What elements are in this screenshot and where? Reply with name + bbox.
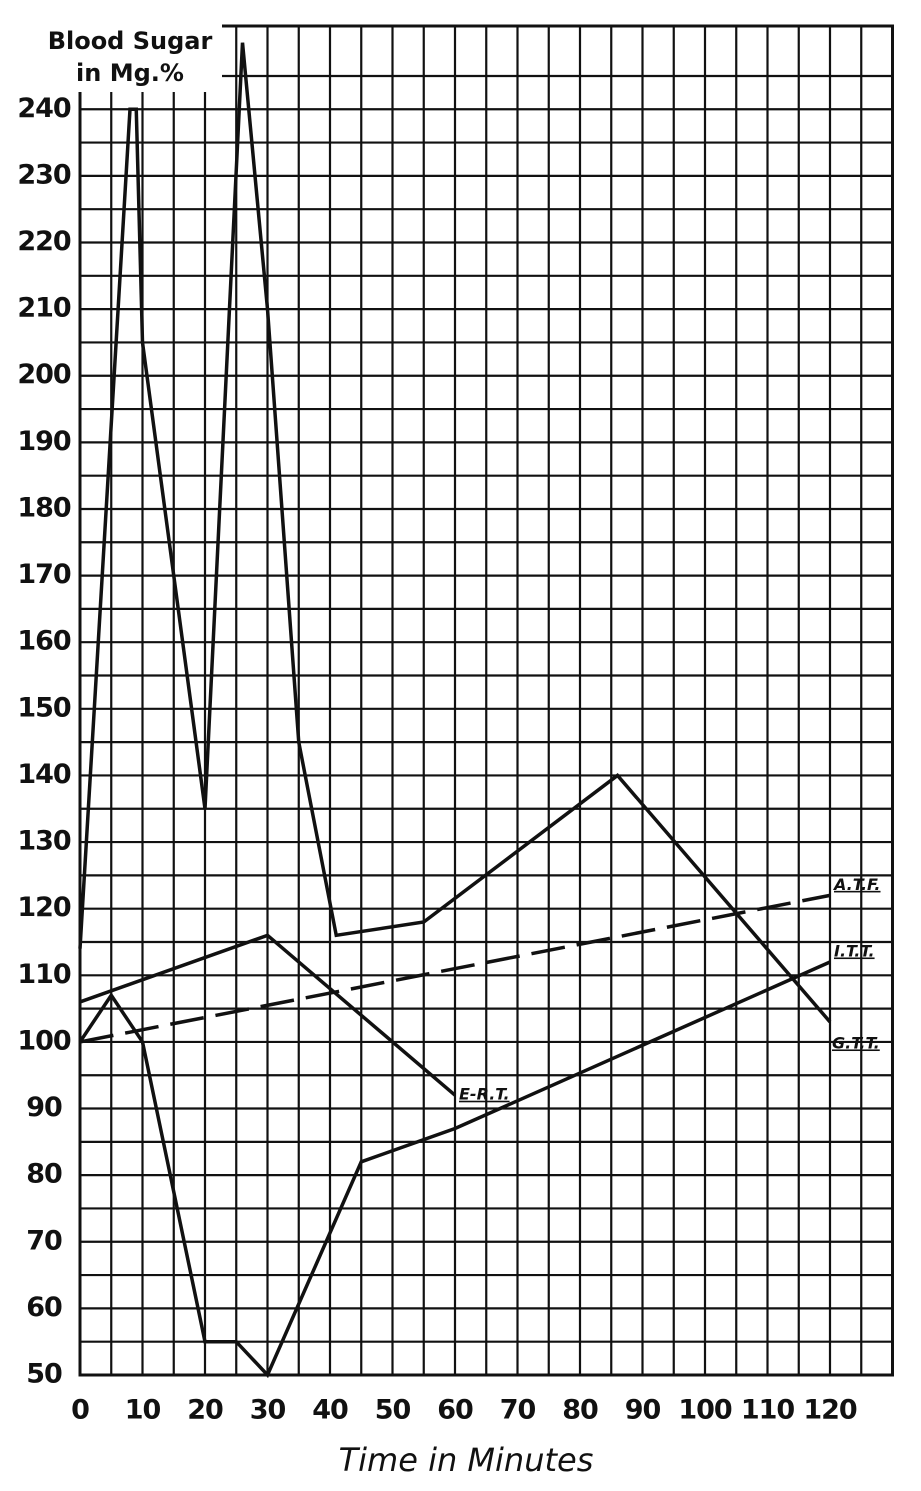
x-axis-title: Time in Minutes [339,1441,594,1479]
series-label: A.T.F. [832,875,881,894]
y-tick-label: 160 [17,626,71,657]
x-tick-label: 70 [500,1395,536,1426]
series-line [78,42,832,1024]
series-label: I.T.T. [834,941,875,960]
y-tick-label: 170 [17,559,71,590]
y-tick-label: 230 [17,159,71,190]
x-tick-label: 80 [562,1395,598,1426]
y-tick-label: 70 [26,1225,62,1256]
x-tick-label: 100 [678,1395,732,1426]
y-tick-label: 80 [26,1159,62,1190]
y-tick-label: 60 [26,1292,62,1323]
x-tick-label: 0 [71,1395,89,1426]
y-tick-label: 180 [17,492,71,523]
y-tick-label: 100 [17,1025,71,1056]
x-tick-label: 40 [312,1395,348,1426]
x-tick-label: 110 [741,1395,795,1426]
y-tick-label: 210 [17,293,71,324]
x-tick-label: 120 [803,1395,857,1426]
label-backdrop [40,24,222,92]
y-tick-label: 90 [26,1092,62,1123]
y-tick-label: 120 [17,892,71,923]
y-axis-title: in Mg.% [76,59,184,87]
series-line [79,933,457,1097]
grid [78,24,894,1377]
series-label: G.T.T. [832,1033,880,1052]
plot-lines [78,42,832,1379]
y-tick-label: 190 [17,426,71,457]
x-tick-label: 90 [625,1395,661,1426]
y-tick-label: 110 [17,959,71,990]
series-line [79,893,831,1044]
labels: 0 10 20 30 40 50 60 70 80 90 100 110 120 50 60 70 80 90 10… [17,93,880,1426]
y-tick-label: 150 [17,692,71,723]
x-tick-label: 20 [187,1395,223,1426]
series-label: E-R.T. [459,1085,510,1104]
y-tick-label: 220 [17,226,71,257]
y-tick-label: 130 [17,826,71,857]
y-axis-title: Blood Sugar [48,27,213,55]
y-tick-label: 200 [17,359,71,390]
x-tick-label: 60 [437,1395,473,1426]
series-line [78,960,831,1379]
y-tick-label: 240 [17,93,71,124]
y-tick-label: 140 [17,759,71,790]
x-tick-label: 30 [250,1395,286,1426]
y-tick-label: 50 [26,1359,62,1390]
x-tick-label: 10 [125,1395,161,1426]
x-tick-label: 50 [375,1395,411,1426]
